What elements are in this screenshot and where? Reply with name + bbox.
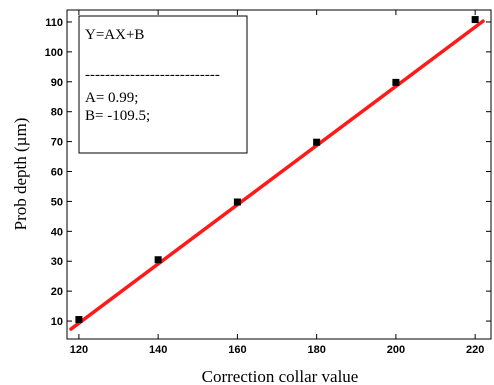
x-tick-label: 200	[387, 344, 405, 356]
equation-line-3: A= 0.99;	[85, 90, 138, 106]
y-tick-label: 20	[51, 286, 63, 298]
y-tick-label: 110	[45, 17, 63, 29]
y-tick-label: 60	[51, 167, 63, 179]
y-axis-title: Prob depth (µm)	[11, 118, 30, 231]
y-tick-label: 30	[51, 256, 63, 268]
x-axis-title: Correction collar value	[202, 367, 359, 385]
data-point-marker	[154, 256, 162, 264]
y-tick-label: 100	[45, 47, 63, 59]
equation-line-1: Y=AX+B	[85, 27, 144, 43]
axis-ticks: 120 140 160 180 200 220 10 20 30 40 50 60 70 80 90 100 1…	[45, 10, 491, 356]
data-points	[75, 16, 479, 324]
x-tick-label: 220	[466, 344, 484, 356]
fit-line-layer	[69, 19, 485, 331]
fit-line	[69, 19, 485, 331]
data-point-marker	[75, 316, 83, 324]
x-tick-label: 180	[307, 344, 325, 356]
data-point-marker	[313, 138, 321, 146]
equation-box-frame	[78, 15, 248, 154]
y-tick-label: 80	[51, 107, 63, 119]
data-point-marker	[392, 78, 400, 86]
y-tick-label: 10	[51, 316, 63, 328]
equation-line-4: B= -109.5;	[85, 108, 150, 124]
x-tick-label: 140	[149, 344, 167, 356]
y-tick-label: 50	[51, 196, 63, 208]
y-tick-label: 40	[51, 226, 63, 238]
x-tick-label: 160	[228, 344, 246, 356]
y-tick-label: 90	[51, 77, 63, 89]
x-tick-label: 120	[70, 344, 88, 356]
equation-line-2: ---------------------------	[85, 67, 220, 83]
y-tick-label: 70	[51, 137, 63, 149]
data-point-marker	[233, 198, 241, 206]
data-point-marker	[471, 16, 479, 24]
plot-area-frame	[66, 9, 492, 340]
equation-box: Y=AX+B --------------------------- A= 0.…	[78, 15, 248, 154]
